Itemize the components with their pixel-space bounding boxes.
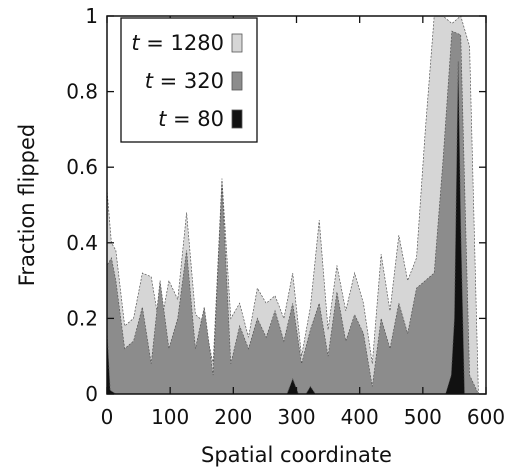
x-tick-label-0: 0 <box>101 405 114 429</box>
y-tick-label-2: 0.4 <box>66 231 98 255</box>
area-layers <box>107 16 479 394</box>
legend-label-1: t = 320 <box>145 69 224 93</box>
x-tick-label-6: 600 <box>467 405 505 429</box>
y-axis-label: Fraction flipped <box>15 124 39 286</box>
x-tick-label-1: 100 <box>151 405 189 429</box>
area-series-2 <box>107 61 465 394</box>
x-axis-label: Spatial coordinate <box>201 443 392 467</box>
area-series-0 <box>107 16 479 394</box>
legend-label-2: t = 80 <box>158 107 224 131</box>
legend-swatch-0 <box>231 33 243 53</box>
x-tick-label-2: 200 <box>214 405 252 429</box>
x-tick-label-3: 300 <box>277 405 315 429</box>
y-tick-label-4: 0.8 <box>66 80 98 104</box>
y-tick-label-0: 0 <box>85 382 98 406</box>
area-series-1 <box>107 30 479 394</box>
legend: t = 1280 t = 320 t = 80 <box>120 17 258 143</box>
axis-ticks <box>106 15 487 395</box>
x-tick-label-5: 500 <box>404 405 442 429</box>
x-tick-label-4: 400 <box>341 405 379 429</box>
legend-swatch-2 <box>231 109 243 129</box>
axis-tick-labels: 0 100 200 300 400 500 600 0 0.2 0.4 0.6 0.8 1 <box>66 4 505 429</box>
y-tick-label-5: 1 <box>85 4 98 28</box>
y-tick-label-3: 0.6 <box>66 155 98 179</box>
legend-swatch-1 <box>231 71 243 91</box>
y-tick-label-1: 0.2 <box>66 306 98 330</box>
legend-label-0: t = 1280 <box>131 31 224 55</box>
